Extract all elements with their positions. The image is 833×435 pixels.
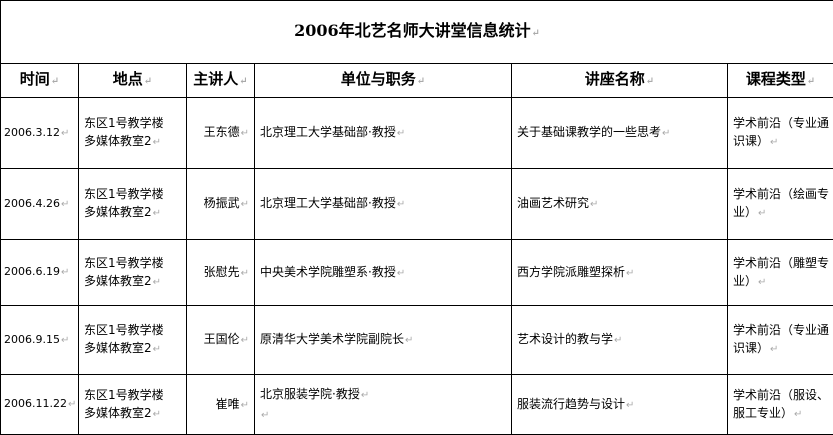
lecture-cell: 艺术设计的教与学 [512,306,728,375]
speaker-cell: 崔唯 [187,375,255,435]
header-row: 时间 地点 主讲人 单位与职务 讲座名称 课程类型 [1,64,833,98]
lecture-cell: 服装流行趋势与设计 [512,375,728,435]
type-cell: 学术前沿（绘画专业） [728,169,833,240]
place-cell: 东区1号教学楼多媒体教室2 [79,240,187,306]
table-title: 2006年北艺名师大讲堂信息统计 [1,1,833,64]
header-speaker: 主讲人 [187,64,255,98]
lecture-cell: 油画艺术研究 [512,169,728,240]
date-cell: 2006.6.19 [1,240,79,306]
header-unit: 单位与职务 [255,64,512,98]
date-cell: 2006.11.22 [1,375,79,435]
header-type: 课程类型 [728,64,833,98]
lecture-cell: 西方学院派雕塑探析 [512,240,728,306]
lecture-cell: 关于基础课教学的一些思考 [512,98,728,169]
header-place: 地点 [79,64,187,98]
unit-cell: 北京理工大学基础部·教授 [255,98,512,169]
header-time: 时间 [1,64,79,98]
place-cell: 东区1号教学楼多媒体教室2 [79,375,187,435]
date-cell: 2006.4.26 [1,169,79,240]
unit-cell: 原清华大学美术学院副院长 [255,306,512,375]
speaker-cell: 张慰先 [187,240,255,306]
type-cell: 学术前沿（专业通识课） [728,98,833,169]
date-cell: 2006.3.12 [1,98,79,169]
place-cell: 东区1号教学楼多媒体教室2 [79,98,187,169]
unit-cell: 中央美术学院雕塑系·教授 [255,240,512,306]
header-lecture: 讲座名称 [512,64,728,98]
type-cell: 学术前沿（服设、服工专业） [728,375,833,435]
place-cell: 东区1号教学楼多媒体教室2 [79,306,187,375]
speaker-cell: 杨振武 [187,169,255,240]
title-text: 2006年北艺名师大讲堂信息统计 [294,21,540,40]
type-cell: 学术前沿（雕塑专业） [728,240,833,306]
speaker-cell: 王国伦 [187,306,255,375]
speaker-cell: 王东德 [187,98,255,169]
unit-cell: 北京理工大学基础部·教授 [255,169,512,240]
date-cell: 2006.9.15 [1,306,79,375]
type-cell: 学术前沿（专业通识课） [728,306,833,375]
unit-cell: 北京服装学院·教授 [255,375,512,435]
place-cell: 东区1号教学楼多媒体教室2 [79,169,187,240]
